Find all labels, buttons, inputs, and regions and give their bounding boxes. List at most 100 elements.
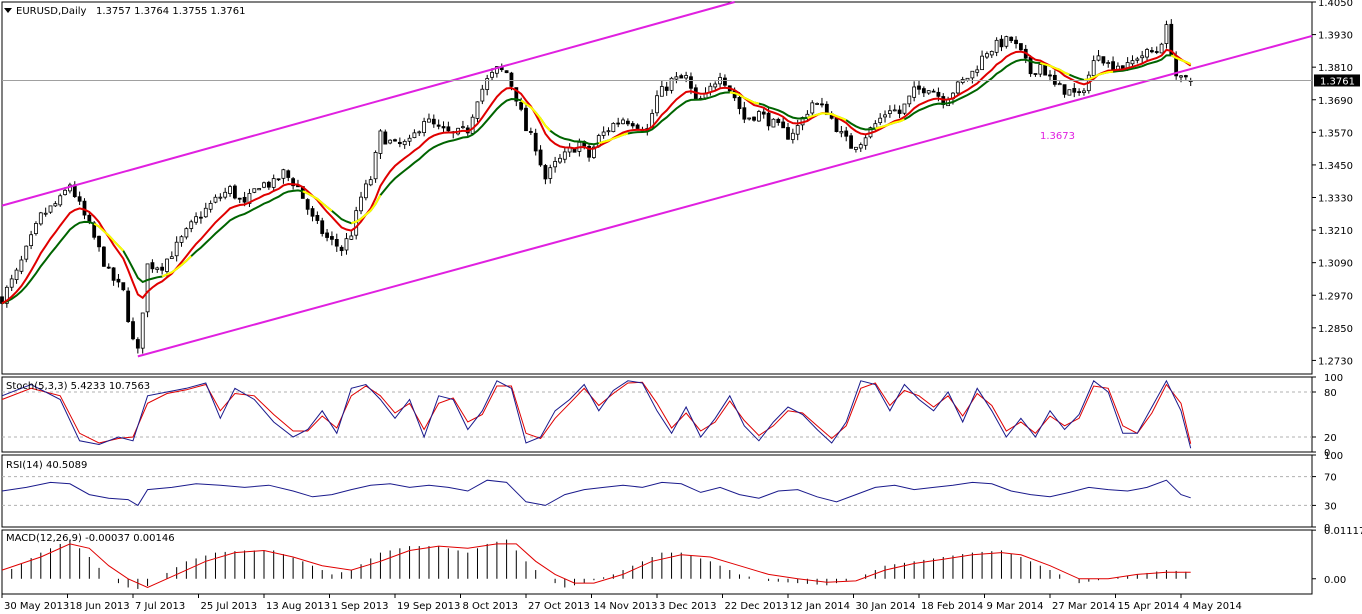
candle [252, 188, 257, 194]
ma-cross-highlight [729, 91, 760, 105]
candle [475, 101, 480, 123]
indicator-tick-label: 70 [1324, 473, 1337, 484]
candle [713, 81, 718, 90]
candle [999, 35, 1004, 52]
candle [417, 130, 422, 137]
candle [1052, 70, 1057, 87]
candle [980, 50, 984, 71]
candle [34, 221, 38, 236]
price-pane: 1.4050 1.3930 1.3810 1.3690 1.3570 1.3450 1.33… [0, 0, 1353, 367]
ma-cross-highlight [520, 99, 552, 132]
time-tick-label: 15 Apr 2014 [1118, 601, 1180, 612]
candle [747, 117, 752, 121]
main-frame [1, 1, 1313, 375]
candle [659, 80, 664, 97]
candle [849, 132, 853, 149]
candle [412, 129, 417, 139]
candle [854, 146, 858, 153]
candle [116, 273, 121, 288]
ma-cross-highlight [1083, 70, 1114, 81]
candle [989, 50, 994, 58]
time-tick-label: 30 May 2013 [4, 601, 69, 612]
candle [223, 187, 228, 200]
candle [126, 287, 131, 323]
candle [781, 117, 786, 129]
symbol-label: EURUSD,Daily [16, 6, 87, 17]
candle [24, 245, 29, 263]
candle [446, 121, 451, 132]
rsi-title: RSI(14) 40.5089 [6, 460, 87, 471]
candle [1159, 42, 1164, 54]
candle [1183, 74, 1188, 80]
candle [1067, 89, 1072, 96]
candle [160, 263, 165, 275]
indicator-tick-label: 80 [1324, 388, 1337, 399]
ohlc-values: 1.3757 1.3764 1.3755 1.3761 [96, 6, 246, 17]
candle [441, 121, 446, 133]
stoch-main-line [1, 379, 1192, 449]
candle [897, 105, 902, 119]
price-tick-label: 1.3090 [1318, 259, 1353, 270]
ma-cross-highlight [302, 190, 333, 212]
stoch-signal-line [1, 381, 1192, 444]
candle [970, 70, 975, 84]
candle [271, 174, 276, 192]
candle [994, 37, 999, 57]
candle [524, 103, 528, 132]
candle [1149, 47, 1154, 54]
candle [592, 144, 596, 159]
ma-cross-highlight [351, 194, 382, 225]
candle [543, 163, 548, 185]
candle [315, 211, 320, 224]
candle [907, 95, 912, 108]
candle [485, 74, 490, 96]
price-tick-label: 1.3570 [1318, 128, 1353, 139]
candle [77, 191, 82, 206]
candle [281, 168, 286, 184]
candle [266, 180, 271, 190]
menu-triangle-icon[interactable] [4, 8, 12, 13]
candle [917, 80, 921, 95]
candle [1164, 20, 1169, 49]
candle [1101, 56, 1106, 66]
candle [330, 231, 334, 246]
indicator-tick-label: 20 [1324, 433, 1337, 444]
candle [538, 145, 543, 167]
candle [393, 138, 397, 142]
stochastic-pane: 100 80 20 0 [1, 373, 1343, 459]
candle [723, 74, 727, 88]
indicator-tick-label: 100 [1324, 373, 1343, 384]
candle [921, 86, 926, 97]
candle [786, 122, 790, 140]
time-tick-label: 18 Jun 2013 [70, 601, 130, 612]
candle [29, 230, 34, 250]
candle [679, 73, 684, 79]
candle [58, 193, 63, 207]
candle [150, 259, 155, 273]
price-tick-label: 1.2850 [1318, 324, 1353, 335]
candle [4, 285, 9, 308]
candle [1072, 83, 1077, 98]
candle [179, 235, 184, 247]
candle [1091, 55, 1096, 76]
current-price-tag: 1.3761 [1314, 74, 1360, 87]
candle [985, 51, 989, 60]
candle [1009, 36, 1014, 44]
candle [1140, 50, 1145, 64]
candle [742, 101, 747, 124]
candle [431, 114, 436, 128]
price-tick-label: 1.3330 [1318, 194, 1353, 205]
indicator-tick-label: 30 [1324, 501, 1337, 512]
candle [121, 282, 126, 292]
candle [106, 263, 111, 270]
time-tick-label: 7 Jul 2013 [135, 601, 185, 612]
candle [19, 255, 24, 275]
candle [339, 245, 344, 256]
time-tick-label: 13 Aug 2013 [266, 601, 330, 612]
macd-title: MACD(12,26,9) -0.00037 0.00146 [6, 533, 175, 544]
price-tick-label: 1.2730 [1318, 356, 1353, 367]
candle [436, 119, 441, 130]
candle [344, 232, 349, 255]
candle [334, 233, 339, 252]
ma-fast-line [1, 48, 1192, 305]
